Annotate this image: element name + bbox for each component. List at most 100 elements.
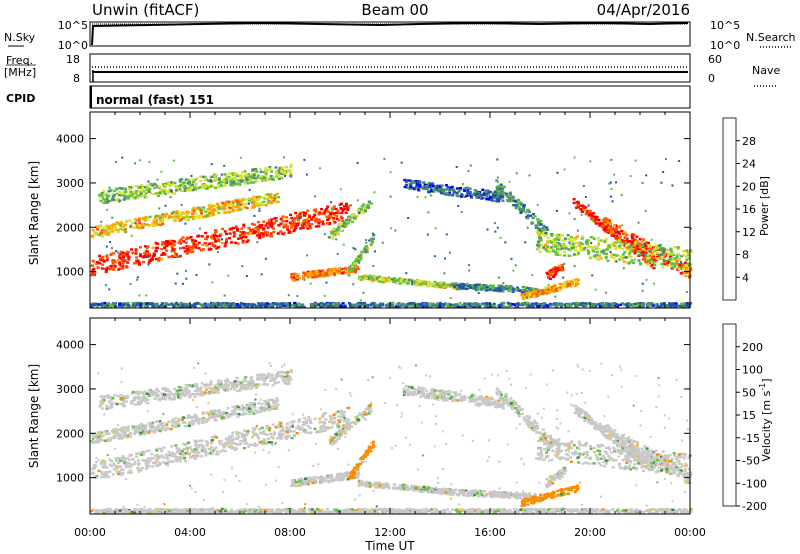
power-echo-cell [102,198,106,201]
power-echo-cell [670,252,674,256]
power-echo-cell [111,259,115,263]
power-echo-cell [633,302,637,306]
power-echo-cell [202,306,206,309]
power-noise-cell [169,196,172,199]
power-echo-cell [633,305,637,309]
power-echo-cell [423,183,427,187]
power-echo-cell [569,283,573,286]
power-echo-cell [210,237,214,240]
power-echo-cell [473,192,476,195]
power-noise-cell [147,180,150,183]
power-echo-cell [236,198,240,202]
power-echo-cell [558,303,562,306]
power-echo-cell [98,254,102,258]
power-echo-cell [597,254,601,257]
power-echo-cell [120,192,124,195]
power-echo-cell [170,249,174,253]
power-echo-cell [668,255,672,259]
power-echo-cell [435,188,439,191]
power-echo-cell [352,212,356,216]
power-echo-cell [559,266,563,269]
power-echo-cell [557,238,561,241]
velocity-echo-cell [148,459,152,462]
power-echo-cell [600,222,604,225]
power-noise-cell [424,196,427,199]
power-echo-cell [455,285,459,289]
power-echo-cell [123,187,127,190]
power-echo-cell [685,269,689,272]
power-echo-cell [522,302,526,305]
velocity-echo-cell [313,427,317,430]
power-echo-cell [574,245,578,248]
power-echo-cell [449,285,453,288]
power-echo-cell [134,301,138,305]
power-echo-cell [269,235,273,238]
power-echo-cell [288,221,292,224]
power-echo-cell [317,222,321,225]
power-echo-cell [160,305,164,308]
power-echo-cell [123,196,127,199]
power-echo-cell [672,258,676,261]
power-echo-cell [119,221,123,225]
power-echo-cell [344,211,348,214]
power-echo-cell [251,169,255,172]
power-echo-cell [108,267,112,271]
power-echo-cell [542,291,546,294]
power-echo-cell [213,234,217,237]
power-echo-cell [686,305,690,308]
power-echo-cell [310,303,314,306]
power-echo-cell [175,305,179,308]
power-echo-cell [499,183,503,186]
power-echo-cell [666,264,669,267]
power-echo-cell [429,283,433,287]
power-echo-cell [683,271,687,274]
power-echo-cell [660,303,664,306]
velocity-echo-cell [103,461,107,465]
power-echo-cell [669,249,673,252]
power-echo-cell [199,249,203,252]
power-echo-cell [560,234,564,237]
power-echo-cell [100,303,104,307]
power-echo-cell [360,303,364,306]
power-echo-cell [569,249,573,252]
velocity-echo-cell [95,474,99,478]
power-echo-cell [496,184,500,188]
power-echo-cell [418,283,422,286]
power-echo-cell [117,268,121,271]
power-echo-cell [602,219,606,223]
power-echo-cell [527,289,531,292]
power-echo-cell [264,167,268,170]
power-echo-cell [154,249,158,253]
power-echo-cell [353,260,357,263]
power-echo-cell [141,195,144,198]
power-echo-cell [331,267,335,271]
power-echo-cell [216,246,220,249]
power-noise-cell [221,238,223,241]
power-echo-cell [602,228,606,231]
power-noise-cell [303,158,306,161]
velocity-echo-cell [163,462,167,465]
power-echo-cell [133,196,137,199]
power-echo-cell [140,183,144,187]
power-echo-cell [507,285,511,288]
power-echo-cell [234,199,237,202]
power-echo-cell [491,199,495,202]
power-echo-cell [681,263,685,266]
power-echo-cell [649,304,653,308]
power-echo-cell [629,241,633,244]
power-noise-cell [184,222,187,225]
power-echo-cell [647,241,650,245]
power-echo-cell [533,215,537,218]
velocity-echo-cell [330,425,334,429]
power-echo-cell [306,270,310,274]
power-echo-cell [461,303,465,307]
power-echo-cell [264,230,267,234]
power-echo-cell [459,186,462,190]
velocity-echo-cell [149,456,153,460]
power-echo-cell [155,191,159,195]
power-echo-cell [452,285,456,288]
power-echo-cell [203,175,207,179]
power-echo-cell [233,183,237,186]
power-echo-cell [685,255,688,258]
power-echo-cell [146,186,150,189]
